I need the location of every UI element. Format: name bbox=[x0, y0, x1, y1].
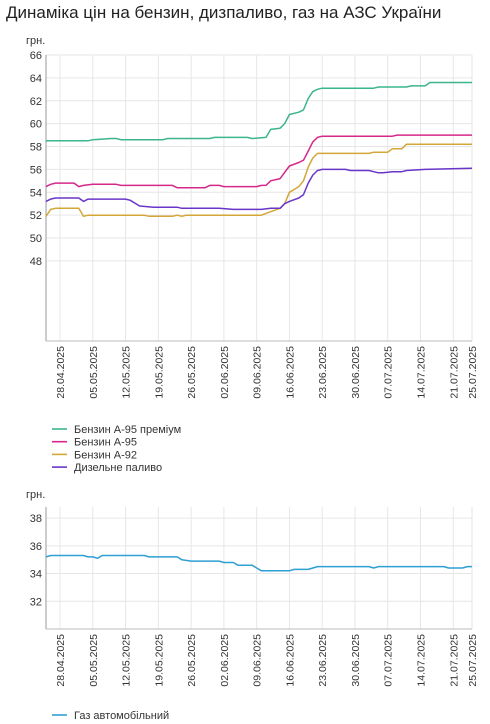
y-tick-label: 36 bbox=[30, 541, 42, 553]
fuel-price-chart: грн. 48 50 52 54 56 58 60 62 64 66 28.04.2025 05.05.… bbox=[26, 35, 479, 474]
legend-label: Бензин А-95 преміум bbox=[74, 424, 181, 436]
x-tick-label: 23.06.2025 bbox=[317, 346, 329, 399]
y-tick-label: 48 bbox=[30, 256, 42, 268]
y-tick-label: 56 bbox=[30, 164, 42, 176]
x-tick-label: 16.06.2025 bbox=[284, 346, 296, 399]
x-tick-label: 14.07.2025 bbox=[416, 346, 428, 399]
x-tick-label: 02.06.2025 bbox=[219, 346, 231, 399]
x-tick-label: 07.07.2025 bbox=[383, 346, 395, 399]
y-tick-label: 62 bbox=[30, 96, 42, 108]
x-tick-label: 12.05.2025 bbox=[121, 634, 133, 687]
y-tick-label: 66 bbox=[30, 50, 42, 62]
x-tick-label: 07.07.2025 bbox=[383, 634, 395, 687]
y-unit-label: грн. bbox=[26, 35, 45, 47]
legend-item: Дизельне паливо bbox=[52, 462, 162, 474]
series-line-1 bbox=[46, 81, 472, 142]
y-tick-label: 38 bbox=[30, 513, 42, 525]
x-tick-label: 19.05.2025 bbox=[153, 634, 165, 687]
x-tick-label: 26.05.2025 bbox=[186, 634, 198, 687]
x-tick-label: 16.06.2025 bbox=[284, 634, 296, 687]
x-tick-label: 19.05.2025 bbox=[153, 346, 165, 399]
x-tick-label: 09.06.2025 bbox=[252, 346, 264, 399]
x-tick-label: 23.06.2025 bbox=[317, 634, 329, 687]
x-tick-label: 21.07.2025 bbox=[448, 346, 460, 399]
series-line-1 bbox=[45, 554, 472, 572]
x-tick-label: 30.06.2025 bbox=[350, 346, 362, 399]
legend-item: Бензин А-92 bbox=[52, 449, 137, 461]
page-title: Динаміка цін на бензин, дизпаливо, газ н… bbox=[6, 3, 442, 22]
x-tick-label: 14.07.2025 bbox=[416, 634, 428, 687]
x-tick-label: 25.07.2025 bbox=[467, 346, 479, 399]
legend-label: Бензин А-92 bbox=[74, 449, 137, 461]
y-tick-label: 58 bbox=[30, 142, 42, 154]
legend-item: Газ автомобільний bbox=[52, 710, 169, 722]
legend-label: Бензин А-95 bbox=[74, 437, 137, 449]
legend-label: Газ автомобільний bbox=[74, 710, 169, 722]
x-tick-label: 09.06.2025 bbox=[252, 634, 264, 687]
y-tick-label: 32 bbox=[30, 596, 42, 608]
x-tick-label: 05.05.2025 bbox=[88, 346, 100, 399]
x-tick-label: 25.07.2025 bbox=[467, 634, 479, 687]
x-tick-label: 02.06.2025 bbox=[219, 634, 231, 687]
y-tick-label: 64 bbox=[30, 73, 42, 85]
x-tick-label: 28.04.2025 bbox=[55, 346, 67, 399]
x-tick-label: 05.05.2025 bbox=[88, 634, 100, 687]
y-tick-label: 54 bbox=[30, 187, 42, 199]
series-line-4 bbox=[45, 167, 473, 211]
x-tick-label: 26.05.2025 bbox=[186, 346, 198, 399]
y-tick-label: 34 bbox=[30, 569, 42, 581]
legend-item: Бензин А-95 bbox=[52, 437, 137, 449]
y-tick-label: 50 bbox=[30, 233, 42, 245]
y-tick-label: 52 bbox=[30, 210, 42, 222]
x-tick-label: 30.06.2025 bbox=[350, 634, 362, 687]
legend-label: Дизельне паливо bbox=[74, 462, 162, 474]
y-unit-label: грн. bbox=[26, 489, 45, 501]
x-tick-label: 12.05.2025 bbox=[121, 346, 133, 399]
x-tick-label: 28.04.2025 bbox=[55, 634, 67, 687]
y-tick-label: 60 bbox=[30, 119, 42, 131]
series-line-2 bbox=[45, 134, 472, 189]
x-tick-label: 21.07.2025 bbox=[448, 634, 460, 687]
legend-item: Бензин А-95 преміум bbox=[52, 424, 181, 436]
